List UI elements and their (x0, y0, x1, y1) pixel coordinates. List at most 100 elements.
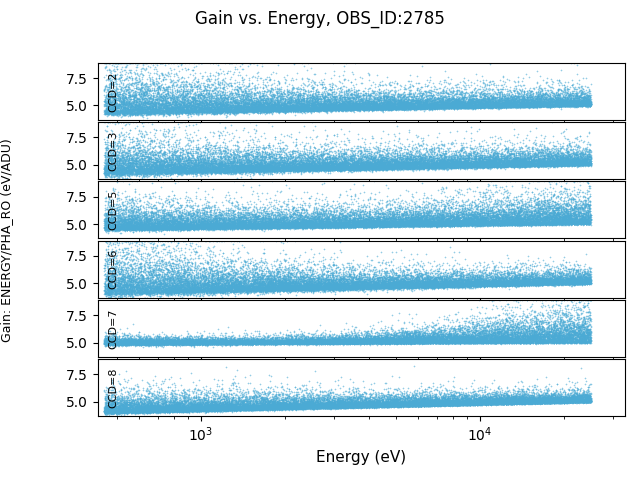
Point (244, 108, 255, 115)
Point (159, 225, 169, 233)
Point (461, 398, 472, 406)
Point (374, 221, 384, 229)
Point (135, 341, 145, 349)
Point (303, 163, 313, 171)
Point (438, 153, 449, 160)
Point (347, 339, 357, 347)
Point (470, 400, 481, 408)
Point (374, 284, 385, 292)
Point (412, 100, 422, 108)
Point (127, 106, 138, 114)
Point (507, 219, 517, 227)
Point (152, 157, 162, 165)
Point (182, 339, 193, 347)
Point (308, 336, 319, 344)
Point (305, 396, 316, 404)
Point (440, 401, 450, 409)
Point (324, 148, 335, 156)
Point (399, 100, 410, 108)
Point (298, 403, 308, 410)
Point (141, 167, 152, 174)
Point (101, 228, 111, 236)
Point (385, 102, 396, 109)
Point (372, 401, 383, 409)
Point (286, 102, 296, 109)
Point (351, 165, 362, 172)
Point (248, 153, 258, 160)
Point (498, 100, 508, 108)
Point (327, 282, 337, 290)
Point (197, 286, 207, 294)
Point (472, 282, 483, 289)
Point (525, 87, 535, 95)
Point (541, 397, 551, 405)
Point (456, 276, 467, 283)
Point (355, 339, 365, 347)
Point (529, 151, 540, 159)
Point (472, 399, 482, 407)
Point (253, 159, 264, 167)
Point (314, 100, 324, 108)
Point (574, 394, 584, 401)
Point (359, 338, 369, 346)
Point (549, 271, 559, 278)
Point (232, 156, 243, 163)
Point (493, 100, 503, 108)
Point (249, 164, 259, 171)
Point (156, 204, 166, 211)
Point (578, 160, 588, 168)
Point (108, 286, 118, 293)
Point (490, 103, 500, 110)
Point (356, 163, 366, 170)
Point (412, 336, 422, 344)
Point (558, 332, 568, 340)
Point (446, 100, 456, 108)
Point (396, 399, 406, 407)
Point (585, 151, 595, 158)
Point (265, 158, 275, 166)
Point (561, 396, 571, 404)
Point (584, 278, 594, 286)
Point (323, 103, 333, 110)
Point (537, 278, 547, 286)
Point (583, 392, 593, 399)
Point (425, 103, 435, 110)
Point (447, 156, 457, 164)
Point (346, 98, 356, 106)
Point (257, 148, 268, 156)
Point (188, 399, 198, 407)
Point (248, 406, 258, 413)
Point (282, 288, 292, 296)
Point (134, 406, 144, 414)
Point (278, 401, 289, 408)
Point (201, 158, 211, 166)
Point (406, 102, 417, 110)
Point (475, 400, 485, 408)
Point (564, 336, 575, 343)
Point (481, 216, 491, 223)
Point (199, 282, 209, 289)
Point (315, 284, 325, 292)
Point (109, 103, 120, 110)
Point (554, 338, 564, 346)
Point (477, 396, 488, 404)
Point (203, 405, 213, 413)
Point (404, 102, 415, 110)
Point (392, 219, 403, 227)
Point (232, 97, 242, 105)
Point (420, 217, 431, 225)
Point (483, 161, 493, 168)
Point (179, 153, 189, 161)
Point (382, 221, 392, 228)
Point (250, 219, 260, 227)
Point (141, 409, 152, 417)
Point (527, 144, 537, 152)
Point (227, 167, 237, 174)
Point (214, 158, 224, 166)
Point (532, 278, 543, 286)
Point (133, 330, 143, 337)
Point (547, 394, 557, 402)
Point (415, 100, 425, 108)
Point (487, 104, 497, 112)
Point (497, 211, 507, 218)
